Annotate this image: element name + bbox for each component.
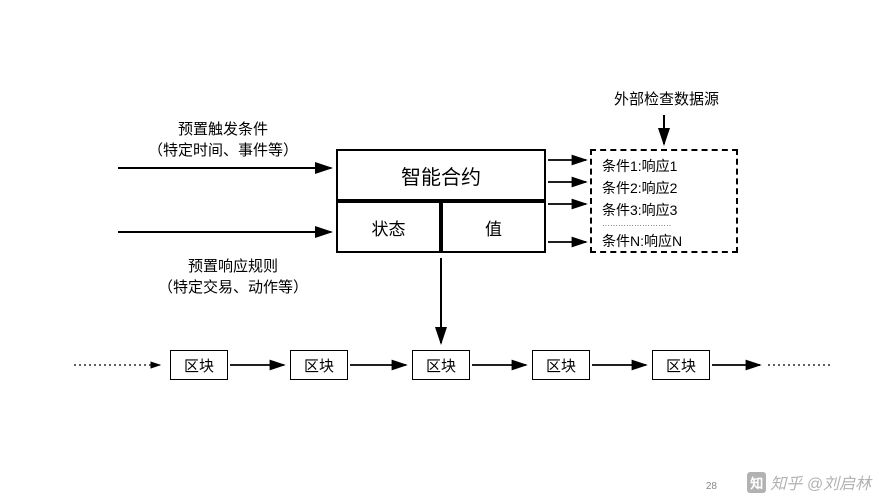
label-preset-response: 预置响应规则 （特定交易、动作等） [158, 255, 308, 297]
text-line: （特定时间、事件等） [148, 142, 298, 159]
contract-title: 智能合约 [401, 161, 481, 190]
text-line: （特定交易、动作等） [158, 279, 308, 296]
condition-item: 条件2:响应2 [592, 177, 736, 199]
condition-ellipsis: ·························· [592, 221, 736, 230]
label-external-source: 外部检查数据源 [614, 88, 719, 109]
conditions-box: 条件1:响应1 条件2:响应2 条件3:响应3 ················… [590, 149, 738, 253]
contract-value: 值 [485, 215, 502, 240]
contract-value-cell: 值 [441, 201, 546, 253]
text-line: 预置响应规则 [188, 258, 278, 275]
contract-title-cell: 智能合约 [336, 149, 546, 201]
watermark-text: 知乎 @刘启林 [770, 470, 871, 494]
text-line: 外部检查数据源 [614, 91, 719, 108]
block-node: 区块 [290, 350, 348, 380]
contract-state: 状态 [372, 215, 406, 240]
block-node: 区块 [652, 350, 710, 380]
label-preset-trigger: 预置触发条件 （特定时间、事件等） [148, 118, 298, 160]
watermark: 知 知乎 @刘启林 [747, 470, 871, 494]
block-node: 区块 [532, 350, 590, 380]
page-number: 28 [706, 481, 717, 492]
contract-state-cell: 状态 [336, 201, 441, 253]
text-line: 预置触发条件 [178, 121, 268, 138]
block-node: 区块 [412, 350, 470, 380]
condition-item: 条件N:响应N [592, 230, 736, 252]
zhihu-icon: 知 [747, 472, 766, 493]
condition-item: 条件3:响应3 [592, 199, 736, 221]
block-node: 区块 [170, 350, 228, 380]
condition-item: 条件1:响应1 [592, 155, 736, 177]
